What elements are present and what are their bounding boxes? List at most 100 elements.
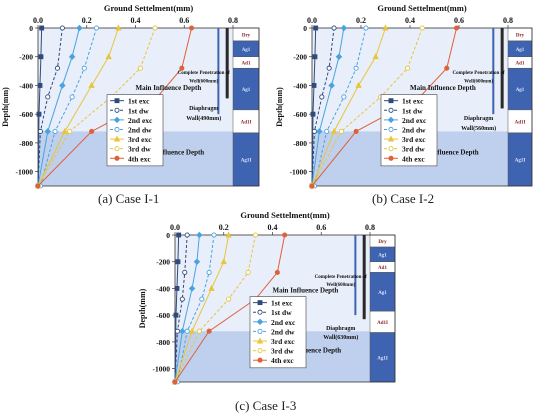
data-point: [188, 285, 196, 292]
wall-annotation: Wall(630mm): [323, 334, 358, 341]
data-point: [88, 81, 95, 88]
data-point: [68, 53, 76, 60]
y-tick-label: -1000: [290, 168, 308, 177]
data-point: [326, 65, 332, 71]
data-point: [81, 65, 87, 71]
stratum-label: Dry: [378, 240, 387, 245]
stratum-label: Ag1I: [241, 158, 252, 163]
data-point: [220, 258, 227, 265]
data-point: [44, 128, 51, 135]
legend-marker: [257, 328, 263, 334]
data-point: [115, 24, 122, 31]
legend-label: 2nd dw: [128, 125, 152, 134]
data-point: [453, 25, 460, 31]
wall-annotation: Diaphragm: [464, 116, 493, 122]
data-point: [341, 94, 347, 100]
x-tick-label: 0.0: [170, 223, 180, 232]
diaphragm-wall: [500, 28, 504, 109]
well-annotation: Complete Penetration of: [452, 71, 505, 76]
data-point: [226, 296, 232, 302]
data-point: [328, 82, 335, 89]
data-point: [363, 25, 369, 31]
data-point: [179, 65, 185, 71]
stratum-label: Ag1: [378, 291, 387, 296]
legend-label: 4th exc: [271, 356, 294, 365]
stratum-label: Ad1: [516, 61, 525, 66]
data-point: [196, 231, 203, 239]
data-point: [174, 286, 180, 291]
diaphragm-wall: [225, 28, 229, 99]
legend-box: [380, 94, 438, 167]
x-tick-label: 0.8: [365, 223, 375, 232]
x-tick-label: 0.4: [405, 16, 415, 25]
data-point: [105, 53, 112, 60]
stratum-label: Ag1: [516, 88, 525, 93]
x-tick-label: 0.6: [316, 223, 326, 232]
legend-marker: [257, 357, 263, 363]
legend-label: 2nd dw: [402, 125, 426, 134]
wall-annotation: Diaphragm: [326, 326, 355, 332]
data-point: [179, 327, 186, 335]
legend-label: 1st exc: [128, 97, 150, 106]
main-influence-label: Main Influence Depth: [136, 84, 202, 92]
y-tick-label: -800: [293, 139, 307, 148]
data-point: [37, 128, 43, 134]
y-tick-label: -200: [293, 53, 307, 62]
data-point: [45, 94, 51, 100]
stratum-label: Ag1I: [515, 158, 526, 163]
minor-influence-label: Minor Influence Depth: [410, 148, 479, 156]
panel-2: Dry Ag1 Ad1 Ag1 Ad1I Ag1I 0.0 0.2 0.4 0.6 0.8 0 -200…: [275, 3, 533, 190]
stratum-layer: [369, 332, 396, 383]
data-point: [419, 25, 425, 31]
x-tick-label: 0.0: [33, 16, 43, 25]
stratum-label: Ad1: [242, 61, 251, 66]
legend-label: 4th exc: [128, 154, 151, 163]
legend-marker: [388, 98, 394, 104]
data-point: [444, 65, 450, 71]
data-point: [137, 65, 143, 71]
legend-label: 3rd exc: [402, 135, 426, 144]
legend-label: 1st dw: [402, 106, 423, 115]
legend-label: 3rd exc: [271, 337, 295, 346]
x-tick-label: 0.4: [131, 16, 141, 25]
data-point: [179, 296, 185, 302]
data-point: [353, 128, 359, 134]
data-point: [188, 327, 196, 334]
caption-b: (b) Case I-2: [372, 191, 435, 206]
x-tick-label: 0.2: [219, 223, 229, 232]
stratum-label: Ad1I: [515, 120, 526, 125]
series-line: [39, 27, 97, 187]
y-tick-label: -1000: [153, 365, 171, 374]
legend-marker: [257, 309, 263, 315]
minor-influence-label: Minor Influence Depth: [273, 347, 342, 355]
y-tick-label: -600: [19, 110, 33, 119]
data-point: [184, 232, 190, 238]
y-axis-label: Depth(mm): [138, 288, 147, 328]
legend-marker: [388, 107, 394, 113]
well-annotation: Well(600mm): [326, 283, 355, 288]
x-tick-label: 0.6: [454, 16, 464, 25]
data-point: [312, 54, 318, 60]
data-point: [331, 25, 337, 31]
stratum-layer: [232, 67, 260, 111]
stratum-label: Ag1: [378, 253, 387, 258]
stratum-label: Dry: [516, 33, 525, 38]
legend-label: 2nd dw: [271, 327, 295, 336]
data-point: [175, 259, 181, 265]
legend-marker: [114, 126, 120, 133]
data-point: [174, 328, 180, 334]
legend-label: 4th exc: [402, 154, 425, 163]
legend-marker: [388, 126, 394, 133]
legend-marker: [257, 348, 263, 354]
legend-label: 3rd dw: [271, 347, 294, 356]
stratum-label: Ag1: [242, 88, 251, 93]
data-point: [39, 25, 45, 31]
data-point: [189, 25, 195, 31]
x-tick-label: 0.4: [268, 223, 278, 232]
data-point: [208, 284, 215, 291]
data-point: [382, 24, 389, 31]
well-annotation: Well(600mm): [464, 80, 493, 85]
x-tick-label: 0.8: [503, 16, 513, 25]
panel-3: Dry Ag1 Ad1 Ag1 Ad1I Ag1I 0.0 0.2 0.4 0.6 0.8 0 -200…: [138, 210, 396, 386]
